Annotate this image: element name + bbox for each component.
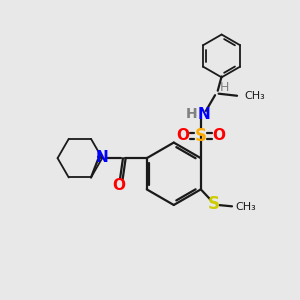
- Text: O: O: [176, 128, 190, 143]
- Text: S: S: [195, 127, 207, 145]
- Text: H: H: [186, 107, 198, 122]
- Text: N: N: [197, 107, 210, 122]
- Text: CH₃: CH₃: [235, 202, 256, 212]
- Text: CH₃: CH₃: [244, 91, 265, 101]
- Text: O: O: [212, 128, 225, 143]
- Text: S: S: [208, 195, 220, 213]
- Text: O: O: [112, 178, 125, 193]
- Text: H: H: [220, 81, 229, 94]
- Text: N: N: [96, 150, 109, 165]
